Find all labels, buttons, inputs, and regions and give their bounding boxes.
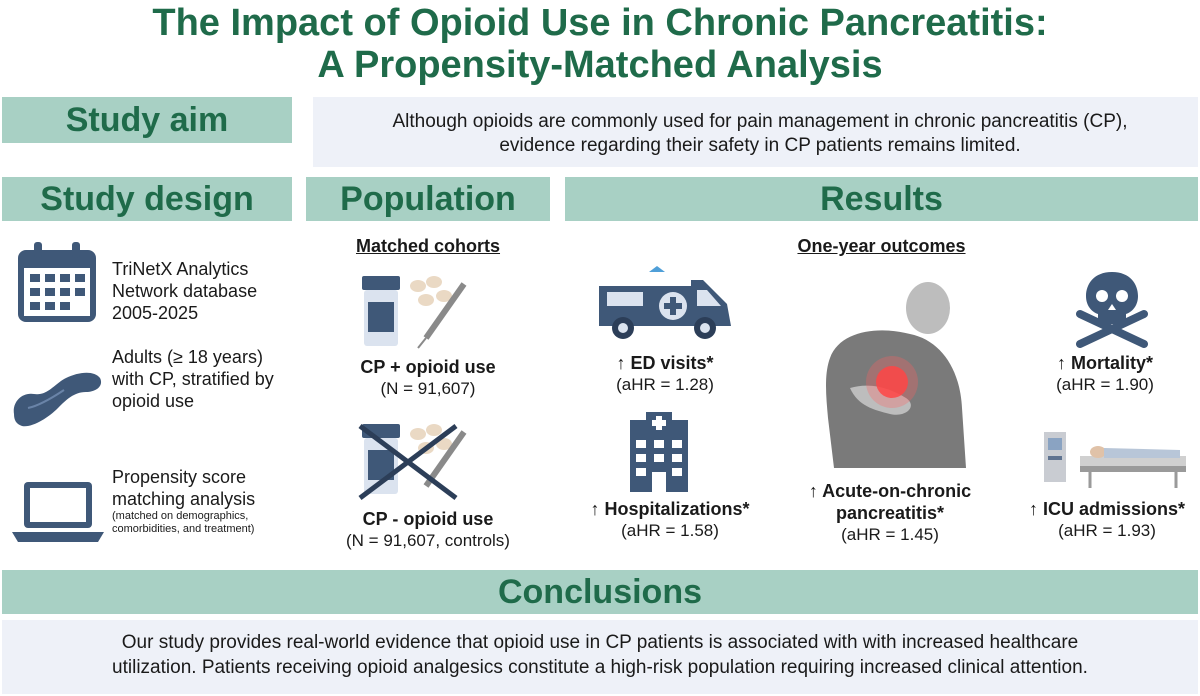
page-title: The Impact of Opioid Use in Chronic Panc…	[0, 2, 1200, 86]
matching-note-line-2: comorbidities, and treatment)	[112, 523, 255, 535]
conclusions-line-1: Our study provides real-world evidence t…	[121, 632, 1079, 653]
skull-crossbones-icon	[1076, 272, 1148, 348]
hospital-icon	[630, 412, 688, 492]
study-aim-line-1: Although opioids are commonly used for p…	[392, 111, 1128, 132]
study-design-header: Study design	[2, 177, 292, 221]
study-aim-header: Study aim	[2, 97, 292, 143]
abdominal-pain-person-icon	[810, 278, 990, 468]
outcome-mortality: ↑ Mortality* (aHR = 1.90)	[1056, 353, 1154, 394]
pancreas-icon	[13, 372, 102, 427]
design-item-population: Adults (≥ 18 years) with CP, stratified …	[112, 347, 274, 411]
outcome-acute-on-chronic: ↑ Acute-on-chronic pancreatitis* (aHR = …	[808, 481, 972, 544]
title-line-2: A Propensity-Matched Analysis	[317, 44, 883, 86]
conclusions-line-2: utilization. Patients receiving opioid a…	[112, 657, 1088, 678]
population-header: Population	[306, 177, 550, 221]
outcome-hospitalizations: ↑ Hospitalizations* (aHR = 1.58)	[590, 499, 750, 540]
outcome-icu-admissions: ↑ ICU admissions* (aHR = 1.93)	[1028, 499, 1186, 540]
cohort-no-opioid-use: CP - opioid use (N = 91,607, controls)	[346, 509, 510, 550]
ambulance-icon	[599, 266, 731, 339]
conclusions-header: Conclusions	[2, 570, 1198, 614]
pills-and-syringe-icon	[362, 276, 467, 349]
title-line-1: The Impact of Opioid Use in Chronic Panc…	[152, 2, 1048, 44]
design-item-database: TriNetX Analytics Network database 2005-…	[112, 259, 258, 323]
calendar-icon	[18, 242, 96, 322]
outcome-ed-visits: ↑ ED visits* (aHR = 1.28)	[616, 353, 714, 394]
design-item-matching: Propensity score matching analysis (matc…	[112, 466, 307, 536]
results-header: Results	[565, 177, 1198, 221]
laptop-icon	[12, 482, 104, 542]
one-year-outcomes-subheader: One-year outcomes	[797, 236, 966, 256]
conclusions-text: Our study provides real-world evidence t…	[10, 630, 1190, 680]
study-aim-line-2: evidence regarding their safety in CP pa…	[499, 135, 1021, 156]
cohort-opioid-use: CP + opioid use (N = 91,607)	[360, 357, 496, 398]
matching-note-line-1: (matched on demographics,	[112, 510, 249, 522]
conclusions-box	[2, 620, 1198, 694]
no-opioids-icon	[358, 424, 467, 500]
icu-bed-icon	[1044, 432, 1186, 488]
study-aim-box	[313, 97, 1198, 167]
study-aim-text: Although opioids are commonly used for p…	[330, 110, 1190, 158]
matched-cohorts-subheader: Matched cohorts	[355, 236, 501, 256]
